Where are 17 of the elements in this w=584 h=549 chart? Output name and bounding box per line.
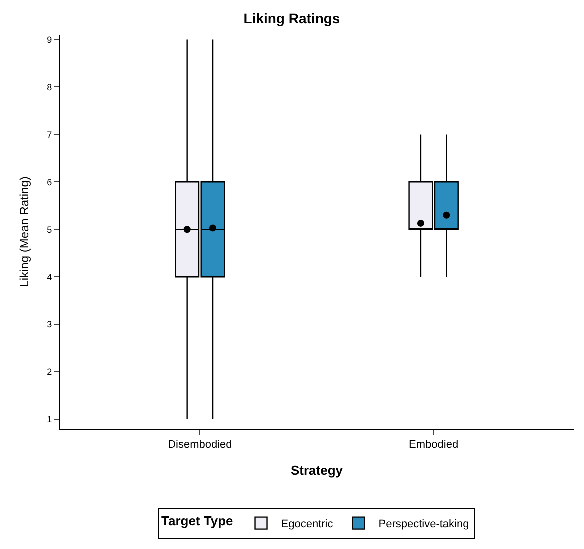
y-tick-label: 4 <box>47 272 52 282</box>
y-tick-label: 3 <box>47 320 52 330</box>
y-tick-label: 1 <box>47 414 52 425</box>
x-axis-title: Strategy <box>290 462 344 478</box>
chart-title: Liking Ratings <box>244 10 340 27</box>
y-axis-title: Liking (Mean Rating) <box>17 176 32 288</box>
legend-label: Perspective-taking <box>378 518 470 531</box>
y-tick-label: 9 <box>47 34 52 45</box>
y-tick-label: 7 <box>47 130 52 140</box>
legend-label: Egocentric <box>281 518 334 531</box>
y-tick-label: 8 <box>47 82 52 92</box>
legend-title: Target Type <box>162 514 234 529</box>
x-tick-label: Disembodied <box>168 439 232 452</box>
y-tick-label: 5 <box>47 224 52 235</box>
y-tick-label: 6 <box>47 177 52 188</box>
y-tick-label: 2 <box>47 367 52 378</box>
x-tick-label: Embodied <box>409 439 459 452</box>
